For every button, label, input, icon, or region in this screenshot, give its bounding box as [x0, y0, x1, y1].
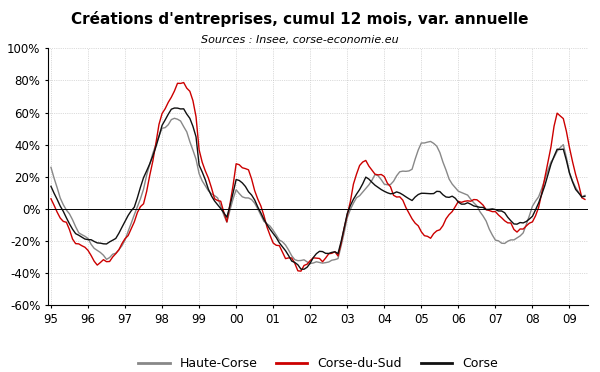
Corse-du-Sud — [341, 226, 348, 230]
Text: Sources : Insee, corse-economie.eu: Sources : Insee, corse-economie.eu — [201, 35, 399, 45]
Haute-Corse — [581, 193, 589, 198]
Line: Haute-Corse: Haute-Corse — [51, 118, 585, 263]
Corse — [406, 196, 413, 201]
Line: Corse-du-Sud: Corse-du-Sud — [51, 83, 585, 271]
Corse — [341, 226, 348, 230]
Corse — [47, 184, 55, 189]
Corse — [103, 242, 110, 246]
Corse — [171, 106, 178, 110]
Corse — [449, 194, 456, 198]
Haute-Corse — [307, 261, 314, 266]
Corse — [53, 197, 61, 202]
Corse-du-Sud — [53, 210, 61, 214]
Corse-du-Sud — [47, 196, 55, 201]
Legend: Haute-Corse, Corse-du-Sud, Corse: Haute-Corse, Corse-du-Sud, Corse — [139, 357, 497, 371]
Corse — [581, 194, 589, 199]
Corse — [69, 227, 76, 231]
Haute-Corse — [449, 182, 456, 186]
Haute-Corse — [103, 257, 110, 262]
Corse-du-Sud — [69, 237, 76, 241]
Haute-Corse — [341, 230, 348, 235]
Text: Créations d'entreprises, cumul 12 mois, var. annuelle: Créations d'entreprises, cumul 12 mois, … — [71, 11, 529, 27]
Corse-du-Sud — [581, 197, 589, 202]
Haute-Corse — [53, 185, 61, 190]
Corse-du-Sud — [103, 259, 110, 264]
Line: Corse: Corse — [51, 108, 585, 269]
Corse-du-Sud — [180, 80, 187, 85]
Haute-Corse — [406, 169, 413, 173]
Haute-Corse — [171, 116, 178, 121]
Corse-du-Sud — [298, 269, 305, 273]
Corse-du-Sud — [449, 209, 456, 214]
Corse — [301, 267, 308, 272]
Corse-du-Sud — [406, 211, 413, 215]
Haute-Corse — [69, 218, 76, 222]
Haute-Corse — [47, 165, 55, 170]
